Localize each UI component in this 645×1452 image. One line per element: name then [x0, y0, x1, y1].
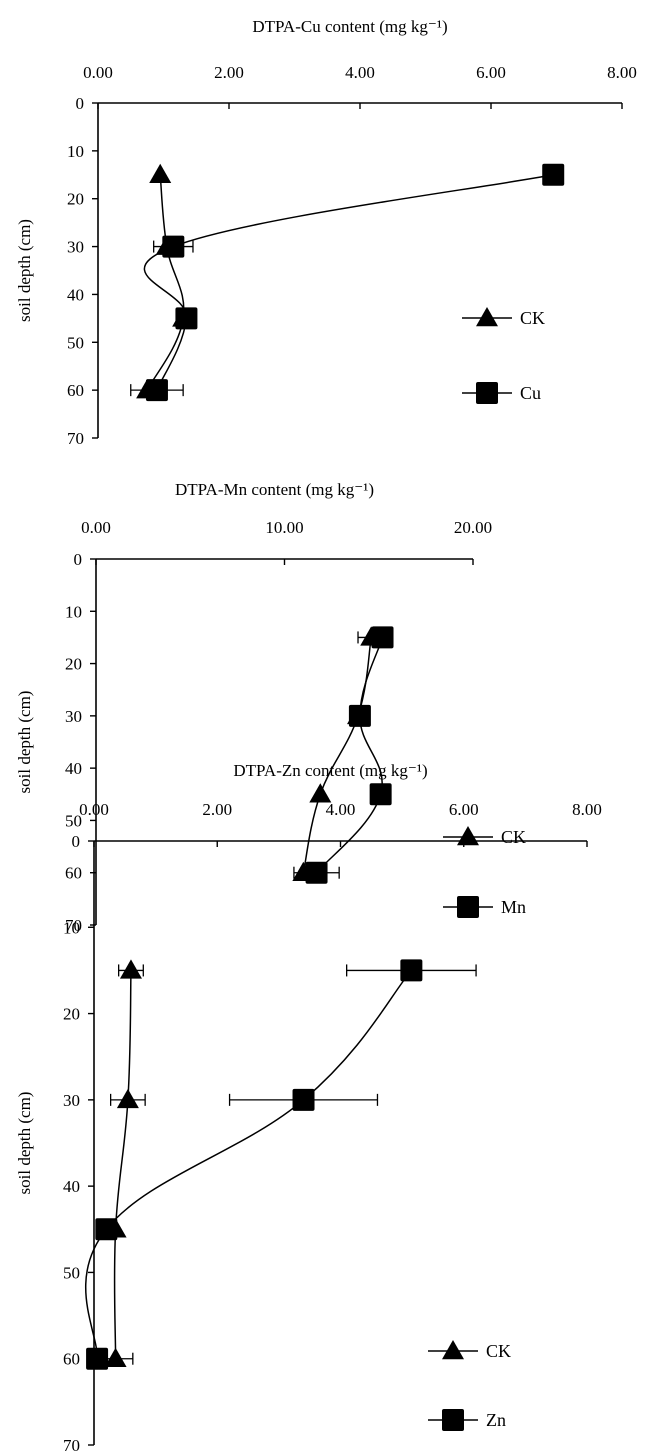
series-line: [84, 969, 412, 1359]
x-tick-label: 2.00: [202, 800, 232, 819]
triangle-marker: [116, 1088, 139, 1109]
y-tick-label: 70: [65, 916, 82, 935]
series-line: [302, 637, 372, 873]
x-tick-label: 6.00: [476, 63, 506, 82]
triangle-marker: [104, 1347, 127, 1367]
square-marker: [348, 704, 371, 727]
series-line: [113, 970, 132, 1359]
square-marker: [292, 1088, 315, 1111]
legend: CK Mn: [443, 826, 526, 918]
legend: CK Zn: [428, 1340, 511, 1431]
series-line: [315, 637, 384, 874]
legend-label: CK: [501, 827, 526, 847]
legend-square-marker: [476, 382, 498, 404]
legend-square-marker: [457, 896, 479, 918]
square-marker: [145, 379, 168, 402]
square-marker: [175, 307, 198, 330]
legend-triangle-marker: [476, 307, 498, 327]
y-tick-label: 70: [67, 429, 84, 448]
series-CK: [97, 959, 146, 1367]
square-marker: [305, 861, 328, 884]
series-Mn: [293, 626, 394, 884]
y-tick-label: 40: [67, 285, 84, 304]
x-tick-label: 20.00: [454, 518, 492, 537]
square-marker: [369, 783, 392, 806]
y-tick-label: 30: [67, 238, 84, 257]
y-tick-label: 0: [74, 550, 83, 569]
series-CK: [292, 626, 386, 881]
y-tick-label: 50: [67, 333, 84, 352]
legend-label: Mn: [501, 897, 526, 917]
y-tick-label: 0: [76, 94, 85, 113]
legend-square-marker: [442, 1409, 464, 1431]
triangle-marker: [309, 783, 332, 803]
series-Cu: [130, 163, 565, 402]
y-tick-label: 30: [65, 707, 82, 726]
y-tick-label: 60: [65, 864, 82, 883]
y-tick-label: 50: [63, 1263, 80, 1282]
chart-1: DTPA-Cu content (mg kg⁻¹) 0.00 2.00 4.00 6.0…: [15, 17, 637, 448]
square-marker: [400, 959, 423, 982]
x-tick-label: 8.00: [572, 800, 602, 819]
x-tick-label: 0.00: [83, 63, 113, 82]
x-tick-label: 8.00: [607, 63, 637, 82]
x-axis-title: DTPA-Mn content (mg kg⁻¹): [175, 480, 374, 499]
legend-label: Zn: [486, 1410, 506, 1430]
x-tick-label: 2.00: [214, 63, 244, 82]
series-line: [146, 174, 185, 391]
legend-label: Cu: [520, 383, 541, 403]
y-axis-title: soil depth (cm): [15, 1092, 34, 1195]
series-line: [143, 174, 554, 391]
x-tick-label: 0.00: [79, 800, 109, 819]
x-tick-label: 4.00: [326, 800, 356, 819]
legend-label: CK: [520, 308, 545, 328]
y-tick-label: 60: [67, 381, 84, 400]
x-tick-label: 0.00: [81, 518, 111, 537]
x-tick-label: 4.00: [345, 63, 375, 82]
y-tick-label: 60: [63, 1350, 80, 1369]
triangle-marker: [119, 959, 142, 979]
y-axis-title: soil depth (cm): [15, 691, 34, 794]
legend-triangle-marker: [442, 1340, 464, 1360]
legend: CK Cu: [462, 307, 545, 404]
square-marker: [86, 1347, 109, 1370]
y-tick-label: 10: [67, 142, 84, 161]
x-tick-label: 10.00: [265, 518, 303, 537]
x-tick-label: 6.00: [449, 800, 479, 819]
y-tick-label: 50: [65, 811, 82, 830]
y-tick-label: 40: [63, 1177, 80, 1196]
y-tick-label: 70: [63, 1436, 80, 1452]
triangle-marker: [149, 163, 172, 184]
y-tick-label: 30: [63, 1091, 80, 1110]
series-Zn: [84, 959, 477, 1370]
y-axis-title: soil depth (cm): [15, 219, 34, 322]
y-tick-label: 0: [72, 832, 81, 851]
y-tick-label: 10: [65, 602, 82, 621]
square-marker: [542, 163, 565, 186]
legend-triangle-marker: [457, 826, 479, 846]
series-CK: [136, 163, 195, 399]
chart-3: DTPA-Zn content (mg kg⁻¹) 0.00 2.00 4.00 6.0…: [15, 761, 602, 1452]
y-tick-label: 20: [67, 190, 84, 209]
square-marker: [95, 1218, 118, 1241]
y-tick-label: 20: [63, 1005, 80, 1024]
chart-2: DTPA-Mn content (mg kg⁻¹) 0.00 10.00 20.00 0…: [15, 480, 526, 935]
square-marker: [371, 626, 394, 649]
y-tick-label: 40: [65, 759, 82, 778]
legend-label: CK: [486, 1341, 511, 1361]
y-tick-label: 10: [63, 918, 80, 937]
square-marker: [162, 235, 185, 258]
x-axis-title: DTPA-Zn content (mg kg⁻¹): [233, 761, 427, 780]
y-tick-label: 20: [65, 655, 82, 674]
x-axis-title: DTPA-Cu content (mg kg⁻¹): [252, 17, 447, 36]
